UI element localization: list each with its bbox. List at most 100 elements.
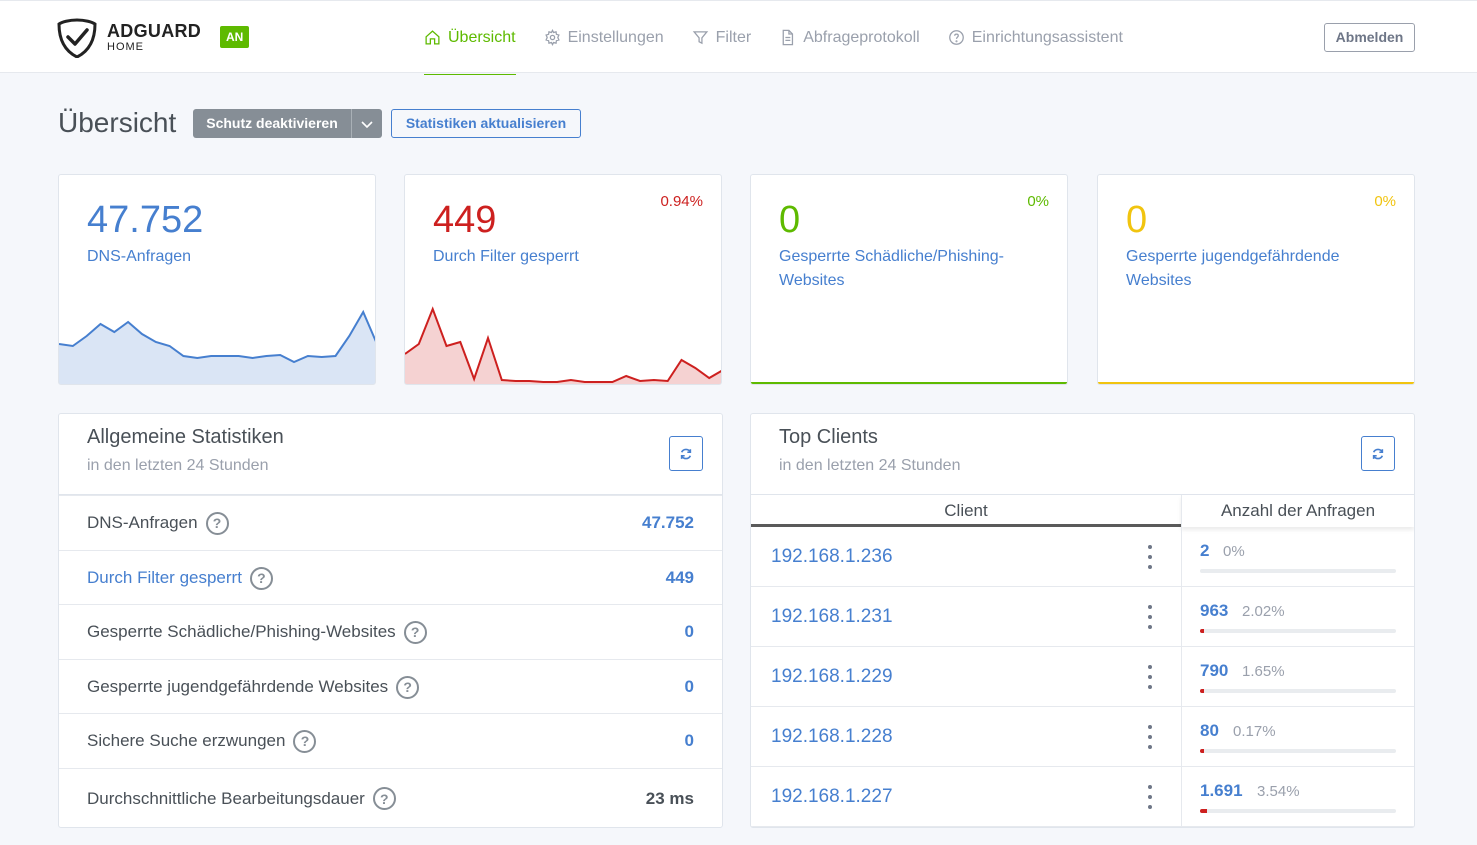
column-header-client[interactable]: Client	[751, 495, 1181, 527]
brand-name: ADGUARD HOME	[107, 22, 201, 53]
logout-button[interactable]: Abmelden	[1324, 23, 1415, 52]
help-icon[interactable]: ?	[396, 675, 420, 699]
more-vertical-icon[interactable]	[1147, 545, 1153, 569]
top-header: ADGUARD HOME AN Übersicht Einstellungen …	[0, 0, 1477, 75]
request-count-cell: 790 1.65%	[1181, 647, 1414, 706]
sparkline-area	[405, 309, 721, 384]
client-cell: 192.168.1.228	[751, 707, 1181, 766]
nav-item-filter[interactable]: Filter	[692, 1, 752, 74]
sparkline-line	[59, 309, 375, 364]
stat-label-link[interactable]: Gesperrte Schädliche/Phishing-Websites	[779, 248, 1005, 289]
client-ip-link[interactable]: 192.168.1.236	[771, 545, 893, 567]
panel-subtitle: in den letzten 24 Stunden	[87, 457, 269, 474]
request-count-cell: 1.691 3.54%	[1181, 767, 1414, 826]
panel-title: Allgemeine Statistiken	[87, 426, 284, 448]
client-cell: 192.168.1.227	[751, 767, 1181, 826]
stats-row-avg-processing-time: Durchschnittliche Bearbeitungsdauer? 23 …	[59, 768, 722, 827]
sparkline-area	[59, 312, 375, 384]
nav-item-label: Abfrageprotokoll	[803, 28, 920, 46]
protection-dropdown-toggle[interactable]	[351, 109, 382, 138]
stat-value: 0	[779, 199, 801, 241]
stats-row-value: 0	[684, 677, 694, 696]
document-icon	[782, 29, 794, 46]
client-ip-link[interactable]: 192.168.1.231	[771, 605, 893, 627]
nav-item-settings[interactable]: Einstellungen	[544, 1, 664, 74]
request-progress-fill	[1200, 689, 1204, 693]
client-cell: 192.168.1.236	[751, 527, 1181, 586]
request-count-cell: 80 0.17%	[1181, 707, 1414, 766]
stat-label-link[interactable]: Gesperrte jugendgefährdende Websites	[1126, 248, 1340, 289]
stats-row-value: 0	[684, 622, 694, 641]
request-count-value: 2	[1200, 541, 1210, 560]
request-progress-fill	[1200, 629, 1204, 633]
stats-row-blocked-filters: Durch Filter gesperrt? 449	[59, 550, 722, 605]
stats-row-label: Gesperrte Schädliche/Phishing-Websites?	[87, 620, 427, 644]
stats-row-label: Sichere Suche erzwungen?	[87, 729, 317, 753]
top-clients-table-header: Client Anzahl der Anfragen	[751, 495, 1414, 527]
stats-row-label: DNS-Anfragen?	[87, 511, 229, 535]
sparkline-dns-queries	[59, 309, 375, 384]
sparkline-blocked	[405, 306, 721, 384]
request-count-percent: 1.65%	[1242, 663, 1285, 680]
stats-row-blocked-adult: Gesperrte jugendgefährdende Websites? 0	[59, 659, 722, 714]
help-icon[interactable]: ?	[293, 729, 317, 753]
more-vertical-icon[interactable]	[1147, 605, 1153, 629]
table-row: 192.168.1.231 963 2.02%	[751, 587, 1414, 647]
stat-label-link[interactable]: DNS-Anfragen	[87, 248, 192, 265]
protection-status-badge: AN	[220, 26, 250, 48]
help-icon[interactable]: ?	[372, 787, 396, 810]
refresh-icon	[1372, 448, 1384, 459]
request-progress-bar	[1200, 809, 1396, 813]
stat-baseline	[1098, 382, 1414, 384]
help-icon[interactable]: ?	[205, 511, 229, 535]
request-progress-bar	[1200, 689, 1396, 693]
request-progress-bar	[1200, 629, 1396, 633]
refresh-general-stats-button[interactable]	[669, 436, 703, 471]
stat-value: 449	[433, 199, 497, 241]
client-ip-link[interactable]: 192.168.1.228	[771, 725, 893, 747]
disable-protection-button[interactable]: Schutz deaktivieren	[193, 109, 351, 138]
help-icon[interactable]: ?	[403, 620, 427, 644]
stats-row-blocked-malware: Gesperrte Schädliche/Phishing-Websites? …	[59, 604, 722, 659]
refresh-top-clients-button[interactable]	[1361, 436, 1395, 471]
help-icon[interactable]: ?	[249, 566, 273, 590]
stat-card-blocked-by-filters: 449 Durch Filter gesperrt 0.94%	[404, 174, 722, 385]
client-ip-link[interactable]: 192.168.1.229	[771, 665, 893, 687]
stat-percent: 0%	[1374, 193, 1396, 210]
column-header-request-count[interactable]: Anzahl der Anfragen	[1181, 495, 1414, 527]
request-count-value: 1.691	[1200, 781, 1243, 800]
main-nav: Übersicht Einstellungen Filter Abfragepr…	[424, 1, 1151, 75]
nav-item-label: Filter	[715, 28, 752, 46]
table-row: 192.168.1.228 80 0.17%	[751, 707, 1414, 767]
request-progress-bar	[1200, 749, 1396, 753]
stat-card-dns-queries: 47.752 DNS-Anfragen	[58, 174, 376, 385]
general-statistics-panel: Allgemeine Statistiken in den letzten 24…	[58, 413, 723, 828]
panel-subtitle: in den letzten 24 Stunden	[779, 457, 961, 474]
stats-row-label: Gesperrte jugendgefährdende Websites?	[87, 675, 420, 699]
sparkline-line	[405, 306, 721, 383]
stats-row-safe-search: Sichere Suche erzwungen? 0	[59, 713, 722, 768]
refresh-statistics-button[interactable]: Statistiken aktualisieren	[391, 109, 581, 138]
more-vertical-icon[interactable]	[1147, 785, 1153, 809]
request-progress-fill	[1200, 749, 1204, 753]
stats-row-value: 47.752	[642, 513, 694, 532]
stats-row-label-link[interactable]: Durch Filter gesperrt?	[87, 566, 273, 590]
stat-value: 0	[1126, 199, 1148, 241]
nav-item-query-log[interactable]: Abfrageprotokoll	[779, 1, 920, 74]
nav-item-overview[interactable]: Übersicht	[424, 1, 516, 75]
more-vertical-icon[interactable]	[1147, 725, 1153, 749]
page-title: Übersicht	[58, 107, 177, 138]
adguard-shield-logo-icon[interactable]	[57, 18, 97, 58]
panel-divider	[59, 494, 722, 495]
client-ip-link[interactable]: 192.168.1.227	[771, 785, 893, 807]
request-count-cell: 963 2.02%	[1181, 587, 1414, 646]
more-vertical-icon[interactable]	[1147, 665, 1153, 689]
nav-item-setup-guide[interactable]: Einrichtungsassistent	[948, 1, 1123, 74]
help-circle-icon	[948, 30, 964, 45]
stat-value: 47.752	[87, 199, 204, 241]
stat-label-link[interactable]: Durch Filter gesperrt	[433, 248, 579, 265]
panel-divider	[751, 494, 1414, 495]
nav-item-label: Übersicht	[448, 28, 516, 46]
top-clients-panel: Top Clients in den letzten 24 Stunden Cl…	[750, 413, 1415, 828]
client-cell: 192.168.1.229	[751, 647, 1181, 706]
